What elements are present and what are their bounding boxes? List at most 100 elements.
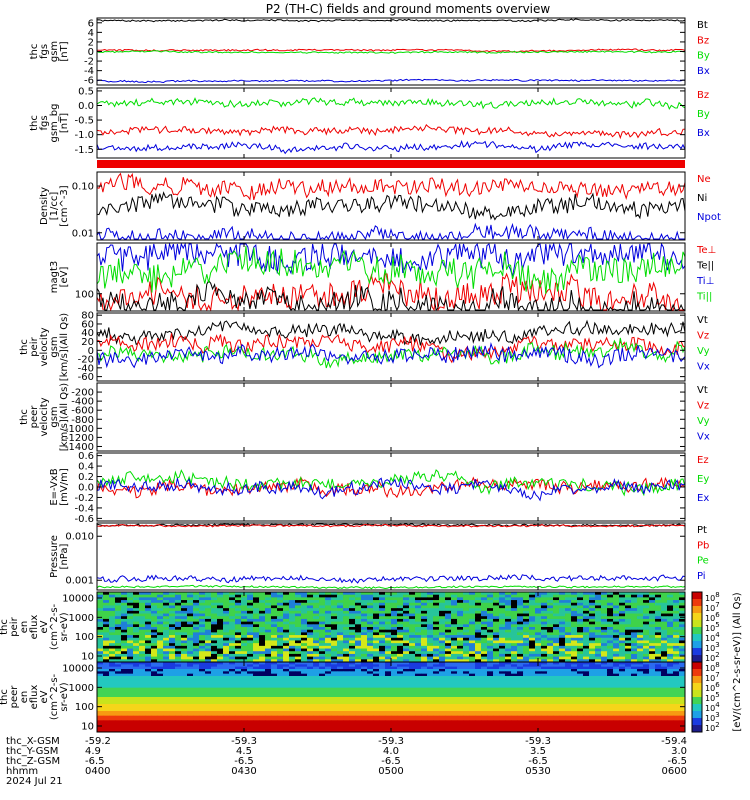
- spectrogram-cell: [589, 659, 596, 663]
- spectrogram-cell: [433, 624, 440, 628]
- spectrogram-cell: [205, 640, 212, 644]
- spectrogram-cell: [469, 643, 476, 647]
- spectrogram-cell: [499, 676, 506, 679]
- spectrogram-cell: [247, 659, 254, 663]
- spectrogram-cell: [325, 651, 332, 655]
- spectrogram-cell: [121, 653, 128, 658]
- spectrogram-cell: [445, 651, 452, 655]
- spectrogram-cell: [385, 629, 392, 633]
- spectrogram-cell: [445, 666, 452, 670]
- spectrogram-cell: [421, 680, 428, 684]
- y-axis-label: [mV/m]: [59, 468, 70, 506]
- spectrogram-cell: [211, 605, 218, 609]
- spectrogram-cell: [667, 600, 674, 604]
- spectrogram-cell: [445, 600, 452, 604]
- spectrogram-cell: [493, 694, 500, 698]
- spectrogram-cell: [121, 699, 128, 703]
- spectrogram-cell: [283, 704, 290, 707]
- spectrogram-cell: [559, 706, 566, 710]
- spectrogram-cell: [529, 656, 536, 660]
- spectrogram-cell: [613, 651, 620, 655]
- spectrogram-cell: [433, 662, 440, 665]
- spectrogram-cell: [367, 613, 374, 617]
- spectrogram-cell: [181, 669, 188, 672]
- spectrogram-cell: [589, 608, 596, 612]
- spectrogram-cell: [493, 656, 500, 660]
- series-line-Ti: [96, 246, 686, 294]
- y-axis-label: sr-eV): [59, 612, 70, 641]
- spectrogram-cell: [277, 629, 284, 633]
- spectrogram-cell: [643, 651, 650, 655]
- spectrogram-cell: [157, 671, 164, 675]
- spectrogram-cell: [355, 685, 362, 689]
- spectrogram-cell: [373, 640, 380, 644]
- spectrogram-cell: [445, 711, 452, 714]
- spectrogram-cell: [229, 699, 236, 703]
- spectrogram-cell: [403, 673, 410, 677]
- spectrogram-cell: [427, 690, 434, 693]
- spectrogram-cell: [655, 605, 662, 609]
- spectrogram-cell: [535, 680, 542, 684]
- spectrogram-cell: [265, 678, 272, 682]
- spectrogram-cell: [115, 680, 122, 684]
- spectrogram-cell: [241, 683, 248, 686]
- spectrogram-cell: [289, 594, 296, 598]
- spectrogram-cell: [319, 653, 326, 658]
- spectrogram-cell: [601, 616, 608, 620]
- spectrogram-cell: [457, 594, 464, 598]
- spectrogram-cell: [151, 629, 158, 633]
- spectrogram-cell: [307, 635, 314, 639]
- spectrogram-cell: [115, 602, 122, 606]
- spectrogram-cell: [673, 673, 680, 677]
- spectrogram-cell: [673, 656, 680, 660]
- spectrogram-cell: [235, 685, 242, 689]
- y-axis-label: Density: [39, 187, 50, 225]
- spectrogram-cell: [223, 699, 230, 703]
- spectrogram-cell: [181, 632, 188, 636]
- spectrogram-cell: [337, 645, 344, 649]
- spectrogram-cell: [271, 594, 278, 598]
- legend-label-Pi: Pi: [697, 571, 706, 582]
- spectrogram-cell: [133, 600, 140, 604]
- spectrogram-cell: [139, 659, 146, 663]
- spectrogram-cell: [301, 645, 308, 649]
- spectrogram-cell: [601, 608, 608, 612]
- spectrogram-cell: [271, 669, 278, 672]
- spectrogram-cell: [553, 643, 560, 647]
- spectrogram-cell: [373, 685, 380, 689]
- spectrogram-cell: [523, 594, 530, 598]
- spectrogram-cell: [259, 713, 266, 717]
- spectrogram-cell: [127, 676, 134, 679]
- spectrogram-cell: [679, 624, 686, 628]
- spectrogram-cell: [463, 613, 470, 617]
- spectrogram-cell: [235, 680, 242, 684]
- spectrogram-cell: [679, 651, 686, 655]
- spectrogram-cell: [145, 618, 152, 623]
- spectrogram-cell: [493, 621, 500, 625]
- spectrogram-cell: [277, 666, 284, 670]
- spectrogram-cell: [127, 713, 134, 717]
- spectrogram-cell: [577, 613, 584, 617]
- spectrogram-cell: [301, 664, 308, 668]
- spectrogram-cell: [163, 645, 170, 649]
- spectrogram-cell: [109, 666, 116, 670]
- spectrogram-cell: [307, 597, 314, 601]
- spectrogram-cell: [235, 666, 242, 670]
- y-tick-label: 0.010: [65, 532, 94, 543]
- spectrogram-cell: [649, 653, 656, 658]
- spectrogram-cell: [127, 687, 134, 691]
- spectrogram-cell: [385, 637, 392, 641]
- spectrogram-cell: [457, 653, 464, 658]
- spectrogram-cell: [397, 602, 404, 606]
- spectrogram-cell: [619, 678, 626, 682]
- spectrogram-cell: [259, 613, 266, 617]
- spectrogram-cell: [331, 713, 338, 717]
- y-tick-label: 40: [81, 328, 94, 339]
- spectrogram-cell: [199, 699, 206, 703]
- spectrogram-cell: [247, 697, 254, 700]
- spectrogram-cell: [517, 701, 524, 705]
- spectrogram-cell: [421, 690, 428, 693]
- spectrogram-cell: [625, 627, 632, 631]
- spectrogram-cell: [271, 704, 278, 707]
- spectrogram-cell: [271, 708, 278, 712]
